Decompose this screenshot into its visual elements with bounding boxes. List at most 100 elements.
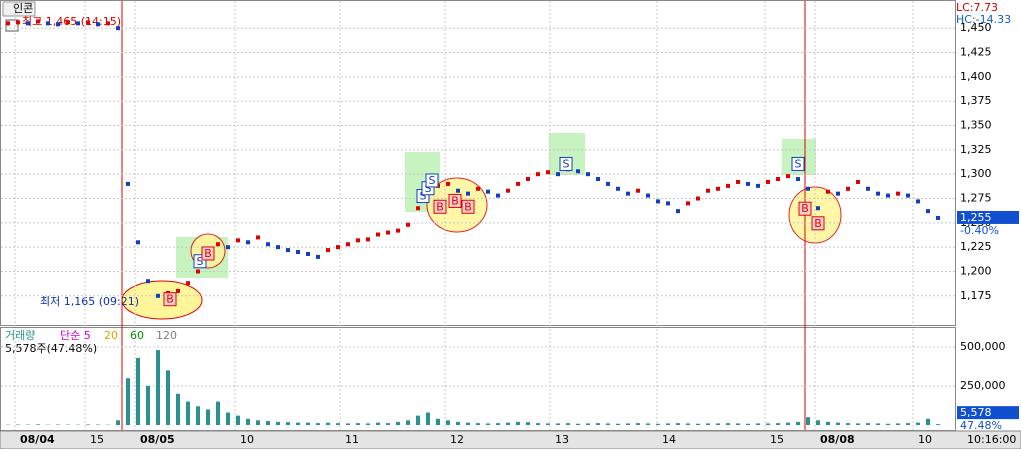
candle <box>36 19 40 23</box>
volume-bar <box>866 423 870 425</box>
volume-ratio: 47.48% <box>960 419 1002 432</box>
candle <box>186 281 190 285</box>
volume-bar <box>126 378 130 425</box>
candle <box>936 216 940 220</box>
volume-bar <box>746 424 750 425</box>
candle <box>406 223 410 227</box>
legend-label: 단순 5 <box>60 329 91 342</box>
last-price: 1,255 <box>960 211 992 224</box>
candle <box>466 192 470 196</box>
title: 인콘 <box>13 2 33 15</box>
candle <box>336 245 340 249</box>
y-tick-label: 1,275 <box>960 192 992 205</box>
candle <box>196 269 200 273</box>
x-tick-label: 12 <box>450 433 464 446</box>
y-tick-label: 1,400 <box>960 70 992 83</box>
candle <box>456 189 460 193</box>
volume-bar <box>276 422 280 425</box>
candle <box>626 192 630 196</box>
x-tick-label: 15 <box>770 433 784 446</box>
volume-bar <box>596 423 600 425</box>
volume-bar <box>336 423 340 425</box>
candle <box>676 209 680 213</box>
y-tick-label: 1,350 <box>960 119 992 132</box>
candle <box>586 172 590 176</box>
volume-bar <box>426 413 430 425</box>
volume-bar <box>586 423 590 425</box>
candle <box>496 194 500 198</box>
volume-bar <box>356 423 360 425</box>
volume-bar <box>776 423 780 425</box>
last-volume: 5,578 <box>960 406 992 419</box>
candle <box>446 182 450 186</box>
signal-label: S <box>795 157 802 170</box>
candle <box>556 172 560 176</box>
candle <box>86 20 90 24</box>
candle <box>146 279 150 283</box>
y2-tick-label: 500,000 <box>960 340 1006 353</box>
candle <box>716 187 720 191</box>
volume-bar <box>416 416 420 425</box>
volume-bar <box>686 423 690 425</box>
volume-bar <box>666 423 670 425</box>
candle <box>226 245 230 249</box>
candle <box>746 182 750 186</box>
x-tick-label: 10 <box>240 433 254 446</box>
volume-bar <box>886 424 890 425</box>
candle <box>536 172 540 176</box>
volume-bar <box>246 419 250 425</box>
candle <box>816 206 820 210</box>
volume-bar <box>566 423 570 425</box>
y-tick-label: 1,425 <box>960 46 992 59</box>
y2-tick-label: 250,000 <box>960 379 1006 392</box>
volume-bar <box>576 424 580 425</box>
x-tick-label: 08/05 <box>140 433 175 446</box>
volume-bar <box>226 413 230 425</box>
candle <box>616 187 620 191</box>
y-tick-label: 1,175 <box>960 289 992 302</box>
volume-bar <box>836 423 840 425</box>
candle <box>866 187 870 191</box>
volume-bar <box>546 423 550 425</box>
volume-bar <box>906 423 910 425</box>
volume-bar <box>396 422 400 425</box>
volume-bar <box>496 423 500 425</box>
volume-bar <box>366 423 370 425</box>
volume-bar <box>706 423 710 425</box>
candle <box>916 199 920 203</box>
candle <box>6 21 10 25</box>
volume-bar <box>466 423 470 425</box>
candle <box>56 22 60 26</box>
candle <box>786 174 790 178</box>
volume-bar <box>646 423 650 425</box>
volume-bar <box>816 420 820 425</box>
x-tick-label: 08/08 <box>820 433 855 446</box>
candle <box>796 177 800 181</box>
candle <box>276 245 280 249</box>
volume-bar <box>346 423 350 425</box>
candle <box>216 242 220 246</box>
candle <box>636 189 640 193</box>
volume-bar <box>716 423 720 425</box>
volume-bar <box>536 423 540 425</box>
volume-bar <box>696 424 700 425</box>
volume-bar <box>436 419 440 425</box>
volume-bar <box>616 424 620 425</box>
candle <box>686 201 690 205</box>
candle <box>126 182 130 186</box>
y-tick-label: 1,200 <box>960 264 992 277</box>
volume-bar <box>236 416 240 425</box>
candle <box>736 180 740 184</box>
volume-bar <box>316 423 320 425</box>
candle <box>666 201 670 205</box>
candle <box>896 192 900 196</box>
legend-label: 60 <box>130 329 144 342</box>
candle <box>696 197 700 201</box>
candle <box>886 194 890 198</box>
signal-label: S <box>429 174 436 187</box>
candle <box>596 177 600 181</box>
signal-label: B <box>204 247 212 260</box>
volume-title: 거래량 <box>5 329 35 342</box>
volume-bar <box>916 423 920 425</box>
